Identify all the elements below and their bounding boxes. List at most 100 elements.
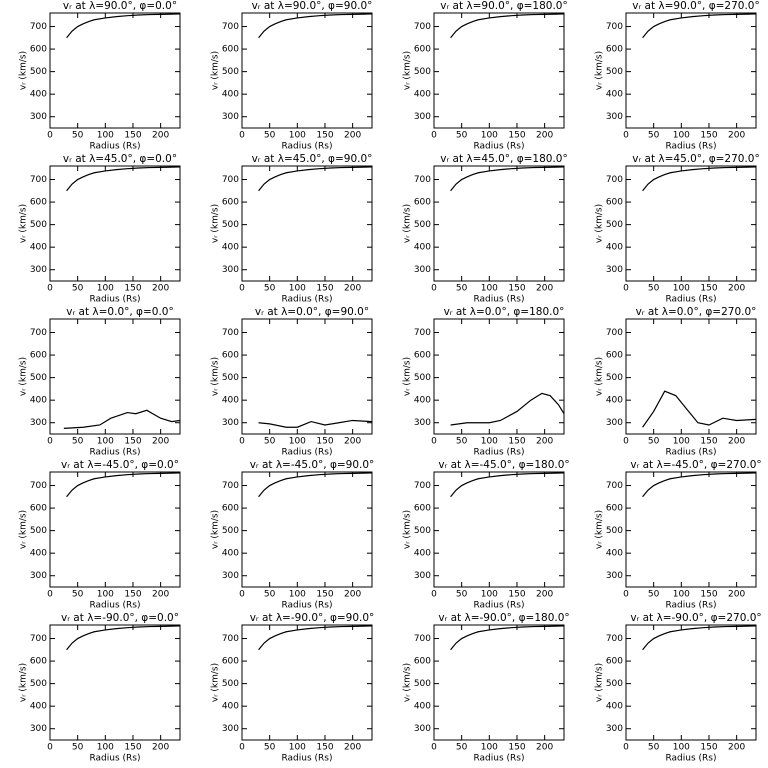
y-tick-label: 600	[30, 504, 47, 514]
x-tick-label: 200	[344, 590, 361, 600]
x-axis-label: Radius (Rs)	[665, 142, 716, 152]
panel: 0 50 100 150 200 300 400 500 600 700 vᵣ at λ=45.0°…	[19, 153, 181, 305]
y-tick-label: 300	[414, 112, 431, 122]
x-tick-label: 150	[700, 437, 717, 447]
panel: 0 50 100 150 200 300 400 500 600 700 vᵣ at λ=90.0°…	[19, 0, 181, 152]
y-tick-label: 400	[606, 702, 623, 712]
data-line	[450, 472, 565, 498]
x-tick-label: 200	[344, 284, 361, 294]
y-tick-label: 400	[414, 243, 431, 253]
y-tick-label: 300	[30, 112, 47, 122]
chart-title: vᵣ at λ=-90.0°, φ=270.0°	[630, 612, 761, 624]
x-tick-label: 100	[289, 743, 306, 753]
y-axis-label: vᵣ (km/s)	[403, 204, 413, 243]
chart-title: vᵣ at λ=90.0°, φ=180.0°	[440, 0, 568, 12]
y-tick-label: 300	[414, 724, 431, 734]
panel: 0 50 100 150 200 300 400 500 600 700 vᵣ at λ=-90.0…	[403, 612, 570, 764]
x-tick-label: 100	[673, 743, 690, 753]
x-tick-label: 200	[536, 743, 553, 753]
x-tick-label: 50	[648, 590, 660, 600]
x-tick-label: 150	[700, 131, 717, 141]
panel: 0 50 100 150 200 300 400 500 600 700 vᵣ at λ=-45.0…	[211, 459, 375, 611]
y-tick-label: 600	[414, 198, 431, 208]
x-axis-label: Radius (Rs)	[473, 142, 524, 152]
x-axis-label: Radius (Rs)	[473, 448, 524, 458]
plot-frame	[433, 318, 565, 435]
panel: 0 50 100 150 200 300 400 500 600 700 vᵣ at λ=-45.0…	[403, 459, 570, 611]
chart-title: vᵣ at λ=90.0°, φ=0.0°	[63, 0, 177, 12]
panel: 0 50 100 150 200 300 400 500 600 700 vᵣ at λ=0.0°,…	[403, 306, 565, 458]
y-tick-label: 600	[414, 504, 431, 514]
x-tick-label: 50	[264, 743, 276, 753]
x-tick-label: 200	[536, 284, 553, 294]
x-tick-label: 50	[456, 437, 468, 447]
plot-frame	[49, 165, 181, 282]
x-tick-label: 50	[648, 743, 660, 753]
y-tick-label: 400	[222, 90, 239, 100]
panel: 0 50 100 150 200 300 400 500 600 700 vᵣ at λ=-45.0…	[19, 459, 181, 611]
y-tick-label: 600	[30, 351, 47, 361]
chart-title: vᵣ at λ=-45.0°, φ=180.0°	[438, 459, 569, 471]
y-tick-label: 300	[606, 724, 623, 734]
y-tick-label: 700	[30, 481, 47, 491]
x-axis-label: Radius (Rs)	[665, 601, 716, 611]
y-tick-label: 600	[222, 504, 239, 514]
y-tick-label: 500	[30, 67, 47, 77]
y-axis-label: vᵣ (km/s)	[211, 204, 221, 243]
x-tick-label: 100	[97, 437, 114, 447]
y-tick-label: 700	[222, 481, 239, 491]
x-tick-label: 50	[648, 131, 660, 141]
y-tick-label: 600	[222, 351, 239, 361]
y-axis-label: vᵣ (km/s)	[403, 51, 413, 90]
y-axis-label: vᵣ (km/s)	[595, 204, 605, 243]
x-tick-label: 100	[481, 590, 498, 600]
y-axis-label: vᵣ (km/s)	[19, 357, 29, 396]
x-tick-label: 200	[728, 437, 745, 447]
y-axis-label: vᵣ (km/s)	[19, 663, 29, 702]
y-tick-label: 500	[222, 526, 239, 536]
x-tick-label: 0	[623, 743, 629, 753]
y-tick-label: 400	[30, 396, 47, 406]
plot-frame	[433, 471, 565, 588]
y-tick-label: 400	[606, 396, 623, 406]
x-tick-label: 150	[700, 590, 717, 600]
y-tick-label: 400	[414, 396, 431, 406]
data-line	[66, 472, 181, 498]
x-tick-label: 50	[72, 131, 84, 141]
panel: 0 50 100 150 200 300 400 500 600 700 vᵣ at λ=45.0°…	[403, 153, 568, 305]
x-tick-label: 200	[152, 743, 169, 753]
x-tick-label: 200	[344, 437, 361, 447]
x-tick-label: 200	[152, 131, 169, 141]
x-tick-label: 0	[623, 590, 629, 600]
x-tick-label: 100	[481, 437, 498, 447]
y-tick-label: 500	[414, 679, 431, 689]
chart-title: vᵣ at λ=90.0°, φ=90.0°	[252, 0, 373, 12]
x-axis-label: Radius (Rs)	[89, 601, 140, 611]
y-tick-label: 700	[414, 481, 431, 491]
y-tick-label: 500	[606, 373, 623, 383]
x-tick-label: 0	[239, 743, 245, 753]
y-tick-label: 300	[222, 724, 239, 734]
plot-frame	[625, 624, 757, 741]
x-tick-label: 100	[289, 437, 306, 447]
x-tick-label: 100	[481, 284, 498, 294]
y-axis-label: vᵣ (km/s)	[403, 357, 413, 396]
y-tick-label: 700	[606, 634, 623, 644]
y-tick-label: 400	[30, 243, 47, 253]
x-tick-label: 100	[673, 131, 690, 141]
y-tick-label: 300	[222, 571, 239, 581]
x-tick-label: 150	[124, 284, 141, 294]
x-tick-label: 50	[264, 590, 276, 600]
y-tick-label: 300	[606, 265, 623, 275]
x-tick-label: 200	[344, 743, 361, 753]
x-tick-label: 150	[700, 284, 717, 294]
y-tick-label: 500	[30, 526, 47, 536]
x-tick-label: 100	[97, 743, 114, 753]
chart-title: vᵣ at λ=45.0°, φ=180.0°	[440, 153, 568, 165]
data-line	[63, 409, 181, 429]
y-tick-label: 400	[414, 549, 431, 559]
y-tick-label: 600	[606, 198, 623, 208]
plot-frame	[49, 318, 181, 435]
plot-frame	[433, 165, 565, 282]
